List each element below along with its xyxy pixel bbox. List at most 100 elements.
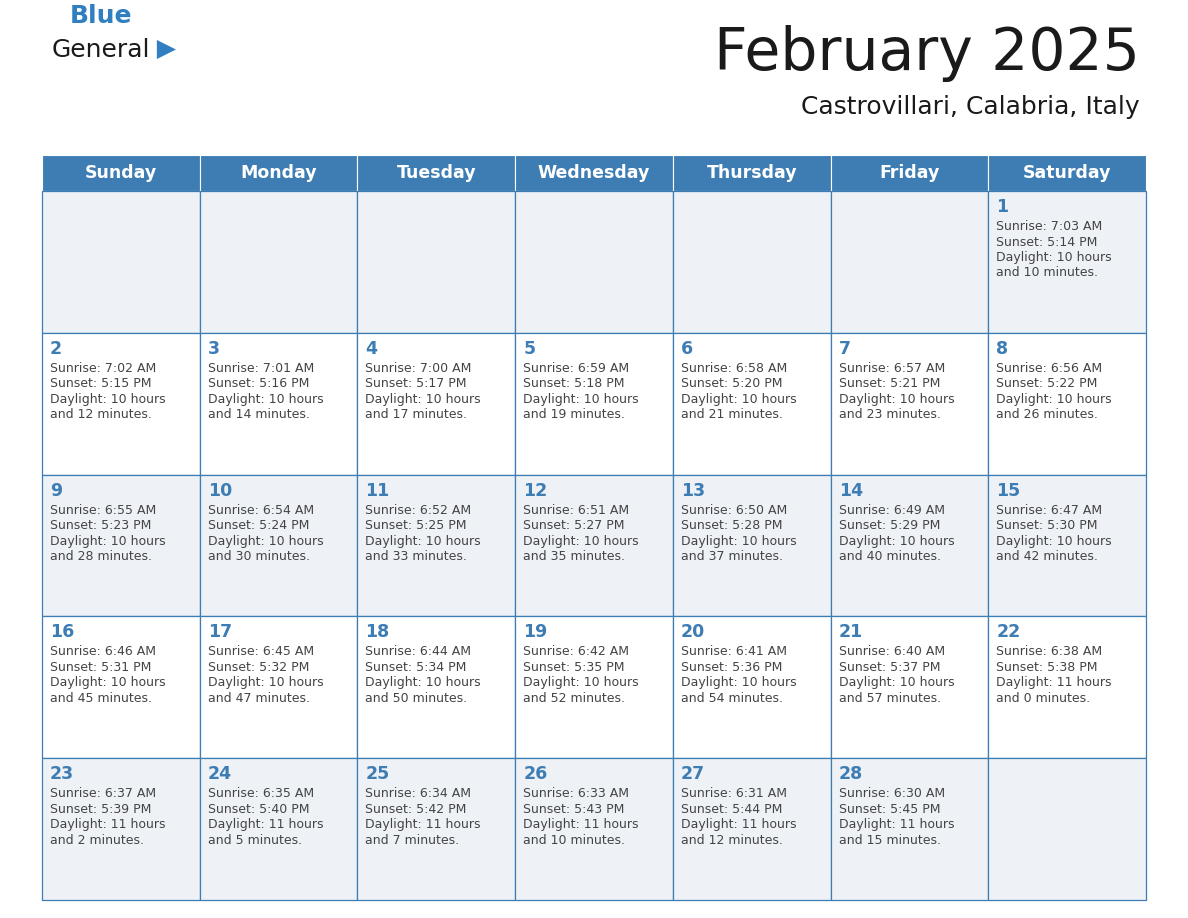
Bar [42, 758, 200, 900]
Bar [42, 475, 200, 616]
Text: 20: 20 [681, 623, 706, 642]
Text: and 47 minutes.: and 47 minutes. [208, 692, 310, 705]
Text: Daylight: 10 hours: Daylight: 10 hours [208, 677, 323, 689]
Text: 28: 28 [839, 766, 862, 783]
Bar [672, 475, 830, 616]
Text: Sunset: 5:24 PM: Sunset: 5:24 PM [208, 519, 309, 532]
Bar [516, 616, 672, 758]
Text: Sunset: 5:29 PM: Sunset: 5:29 PM [839, 519, 940, 532]
Text: Sunset: 5:28 PM: Sunset: 5:28 PM [681, 519, 783, 532]
Bar [830, 191, 988, 333]
Bar [988, 155, 1146, 191]
Text: 14: 14 [839, 482, 862, 499]
Text: Sunset: 5:38 PM: Sunset: 5:38 PM [997, 661, 1098, 674]
Text: Tuesday: Tuesday [397, 164, 476, 182]
Bar [988, 758, 1146, 900]
Text: Daylight: 10 hours: Daylight: 10 hours [523, 393, 639, 406]
Text: Daylight: 10 hours: Daylight: 10 hours [997, 534, 1112, 548]
Bar [672, 191, 830, 333]
Text: Daylight: 10 hours: Daylight: 10 hours [523, 534, 639, 548]
Text: 11: 11 [366, 482, 390, 499]
Text: and 35 minutes.: and 35 minutes. [523, 550, 625, 563]
Text: Daylight: 10 hours: Daylight: 10 hours [997, 251, 1112, 264]
Text: Sunrise: 7:01 AM: Sunrise: 7:01 AM [208, 362, 314, 375]
Text: Sunset: 5:21 PM: Sunset: 5:21 PM [839, 377, 940, 390]
Text: and 37 minutes.: and 37 minutes. [681, 550, 783, 563]
Bar [200, 191, 358, 333]
Text: 9: 9 [50, 482, 62, 499]
Bar [200, 333, 358, 475]
Text: 23: 23 [50, 766, 74, 783]
Text: 5: 5 [523, 340, 536, 358]
Text: and 28 minutes.: and 28 minutes. [50, 550, 152, 563]
Text: Sunset: 5:37 PM: Sunset: 5:37 PM [839, 661, 940, 674]
Text: 17: 17 [208, 623, 232, 642]
Text: Sunrise: 6:41 AM: Sunrise: 6:41 AM [681, 645, 786, 658]
Text: Sunrise: 6:44 AM: Sunrise: 6:44 AM [366, 645, 472, 658]
Bar [988, 333, 1146, 475]
Text: and 33 minutes.: and 33 minutes. [366, 550, 467, 563]
Text: 16: 16 [50, 623, 74, 642]
Bar [42, 333, 200, 475]
Text: and 52 minutes.: and 52 minutes. [523, 692, 625, 705]
Text: Sunrise: 6:40 AM: Sunrise: 6:40 AM [839, 645, 944, 658]
Text: Blue: Blue [70, 4, 133, 28]
Text: Sunrise: 6:54 AM: Sunrise: 6:54 AM [208, 504, 314, 517]
Text: and 7 minutes.: and 7 minutes. [366, 834, 460, 846]
Text: Sunrise: 7:03 AM: Sunrise: 7:03 AM [997, 220, 1102, 233]
Bar [988, 191, 1146, 333]
Text: Sunday: Sunday [84, 164, 157, 182]
Text: Sunset: 5:25 PM: Sunset: 5:25 PM [366, 519, 467, 532]
Text: and 30 minutes.: and 30 minutes. [208, 550, 310, 563]
Text: Thursday: Thursday [707, 164, 797, 182]
Text: Sunset: 5:17 PM: Sunset: 5:17 PM [366, 377, 467, 390]
Bar [358, 475, 516, 616]
Text: Sunset: 5:22 PM: Sunset: 5:22 PM [997, 377, 1098, 390]
Bar [830, 616, 988, 758]
Text: Sunset: 5:30 PM: Sunset: 5:30 PM [997, 519, 1098, 532]
Text: Castrovillari, Calabria, Italy: Castrovillari, Calabria, Italy [802, 95, 1140, 119]
Text: Sunrise: 6:42 AM: Sunrise: 6:42 AM [523, 645, 630, 658]
Text: Daylight: 10 hours: Daylight: 10 hours [366, 393, 481, 406]
Text: Sunset: 5:32 PM: Sunset: 5:32 PM [208, 661, 309, 674]
Bar [358, 191, 516, 333]
Text: Sunset: 5:31 PM: Sunset: 5:31 PM [50, 661, 151, 674]
Text: Daylight: 11 hours: Daylight: 11 hours [208, 818, 323, 831]
Text: Daylight: 10 hours: Daylight: 10 hours [681, 393, 796, 406]
Text: and 21 minutes.: and 21 minutes. [681, 409, 783, 421]
Bar [42, 191, 200, 333]
Text: Sunset: 5:34 PM: Sunset: 5:34 PM [366, 661, 467, 674]
Bar [672, 758, 830, 900]
Text: and 54 minutes.: and 54 minutes. [681, 692, 783, 705]
Text: Sunrise: 6:37 AM: Sunrise: 6:37 AM [50, 788, 156, 800]
Text: Sunrise: 6:57 AM: Sunrise: 6:57 AM [839, 362, 944, 375]
Bar [516, 155, 672, 191]
Text: Sunset: 5:40 PM: Sunset: 5:40 PM [208, 802, 309, 816]
Text: and 12 minutes.: and 12 minutes. [50, 409, 152, 421]
Text: Daylight: 10 hours: Daylight: 10 hours [366, 534, 481, 548]
Text: 22: 22 [997, 623, 1020, 642]
Text: Daylight: 11 hours: Daylight: 11 hours [681, 818, 796, 831]
Text: Sunrise: 6:52 AM: Sunrise: 6:52 AM [366, 504, 472, 517]
Bar [672, 333, 830, 475]
Text: Daylight: 11 hours: Daylight: 11 hours [523, 818, 639, 831]
Text: Monday: Monday [240, 164, 317, 182]
Text: and 15 minutes.: and 15 minutes. [839, 834, 941, 846]
Text: Daylight: 10 hours: Daylight: 10 hours [681, 534, 796, 548]
Text: Daylight: 11 hours: Daylight: 11 hours [997, 677, 1112, 689]
Text: Sunset: 5:36 PM: Sunset: 5:36 PM [681, 661, 782, 674]
Text: Daylight: 10 hours: Daylight: 10 hours [50, 534, 165, 548]
Text: Sunset: 5:39 PM: Sunset: 5:39 PM [50, 802, 151, 816]
Text: 10: 10 [208, 482, 232, 499]
Bar [42, 155, 200, 191]
Text: Sunset: 5:14 PM: Sunset: 5:14 PM [997, 236, 1098, 249]
Text: and 10 minutes.: and 10 minutes. [997, 266, 1098, 279]
Text: Sunrise: 6:49 AM: Sunrise: 6:49 AM [839, 504, 944, 517]
Text: Sunrise: 6:59 AM: Sunrise: 6:59 AM [523, 362, 630, 375]
Text: Sunrise: 6:46 AM: Sunrise: 6:46 AM [50, 645, 156, 658]
Text: 8: 8 [997, 340, 1009, 358]
Text: Sunset: 5:27 PM: Sunset: 5:27 PM [523, 519, 625, 532]
Text: Daylight: 10 hours: Daylight: 10 hours [50, 393, 165, 406]
Text: Daylight: 10 hours: Daylight: 10 hours [681, 677, 796, 689]
Text: 25: 25 [366, 766, 390, 783]
